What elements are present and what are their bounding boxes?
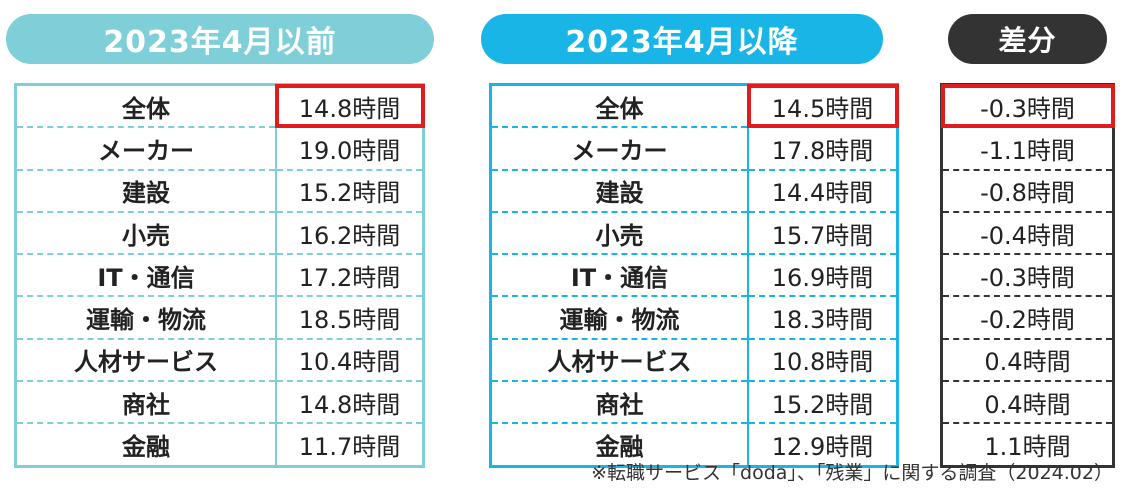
diff-row: -0.3時間 <box>941 254 1114 298</box>
diff-value-cell: -0.2時間 <box>941 296 1114 340</box>
diff-row: -1.1時間 <box>941 127 1114 171</box>
source-footnote: ※転職サービス「doda」、「残業」に関する調査（2024.02） <box>591 462 1113 484</box>
before-category-cell: 建設 <box>15 169 277 213</box>
after-category-cell: 全体 <box>490 84 749 129</box>
before-row: 建設 15.2時間 <box>15 169 424 213</box>
after-category-cell: 商社 <box>490 381 749 425</box>
before-value-cell: 14.8時間 <box>275 83 425 129</box>
before-row: メーカー 19.0時間 <box>15 127 424 171</box>
before-value-cell: 14.8時間 <box>276 381 424 425</box>
before-category-cell: 商社 <box>15 381 277 425</box>
after-value-cell: 14.4時間 <box>748 169 898 213</box>
before-value-cell: 11.7時間 <box>298 433 401 462</box>
after-category-cell: 人材サービス <box>490 338 749 383</box>
after-value-cell: 17.8時間 <box>748 127 898 171</box>
after-category-cell: メーカー <box>490 127 749 171</box>
before-category-cell: 金融 <box>15 423 277 467</box>
after-category-cell: 小売 <box>490 211 749 256</box>
after-row: 小売 15.7時間 <box>490 211 898 256</box>
before-value-cell: 19.0時間 <box>276 127 424 171</box>
after-value-cell: 18.3時間 <box>748 296 898 340</box>
after-row: メーカー 17.8時間 <box>490 127 898 171</box>
diff-row: 0.4時間 <box>941 381 1114 425</box>
diff-value-cell: 1.1時間 <box>984 433 1071 462</box>
before-value-cell: 16.2時間 <box>276 211 424 256</box>
diff-row: 1.1時間 <box>942 423 1114 466</box>
before-value-cell: 18.5時間 <box>276 296 424 340</box>
before-value-cell: 17.2時間 <box>276 254 424 298</box>
before-category-cell: 人材サービス <box>15 338 277 383</box>
after-row: 金融 12.9時間 <box>490 423 898 467</box>
diff-value-cell: -0.3時間 <box>940 83 1115 129</box>
before-row: 運輸・物流 18.5時間 <box>15 296 424 340</box>
diff-row: -0.3時間 <box>940 83 1115 129</box>
after-category-cell: 運輸・物流 <box>490 296 749 340</box>
after-row: 人材サービス 10.8時間 <box>490 338 898 383</box>
diff-value-cell: 0.4時間 <box>941 381 1114 425</box>
diff-value-cell: 0.4時間 <box>941 338 1114 383</box>
diff-row: -0.8時間 <box>941 169 1114 213</box>
after-value-cell: 14.5時間 <box>747 83 899 129</box>
before-value-cell: 15.2時間 <box>276 169 424 213</box>
header-after-april-2023: 2023年4月以降 <box>481 14 883 64</box>
diff-value-cell: -0.8時間 <box>941 169 1114 213</box>
before-row: IT・通信 17.2時間 <box>15 254 424 298</box>
before-row: 商社 14.8時間 <box>15 381 424 425</box>
diff-value-cell: -1.1時間 <box>941 127 1114 171</box>
after-row: 建設 14.4時間 <box>490 169 898 213</box>
table-before: 全体 14.8時間 メーカー 19.0時間 建設 15.2時間 小売 16.2時間 IT・通信 1… <box>14 83 425 468</box>
after-value-cell: 16.9時間 <box>748 254 898 298</box>
before-category-cell: 全体 <box>15 84 277 129</box>
after-category-cell: IT・通信 <box>490 254 749 298</box>
diff-value-cell: -0.4時間 <box>941 211 1114 256</box>
before-row: 全体 14.8時間 <box>15 83 425 129</box>
before-category-cell: メーカー <box>15 127 277 171</box>
before-category-cell: 小売 <box>15 211 277 256</box>
diff-row: -0.2時間 <box>941 296 1114 340</box>
after-category-cell: 建設 <box>490 169 749 213</box>
before-category-cell: IT・通信 <box>15 254 277 298</box>
before-row: 小売 16.2時間 <box>15 211 424 256</box>
header-difference: 差分 <box>948 14 1107 64</box>
before-row: 金融 11.7時間 <box>15 423 424 467</box>
table-difference: -0.3時間 -1.1時間 -0.8時間 -0.4時間 -0.3時間 -0.2時間 0.4時… <box>940 83 1115 468</box>
after-row: 商社 15.2時間 <box>490 381 898 425</box>
after-value-cell: 12.9時間 <box>771 433 874 462</box>
before-category-cell: 運輸・物流 <box>15 296 277 340</box>
diff-row: -0.4時間 <box>941 211 1114 256</box>
after-value-cell: 15.2時間 <box>748 381 898 425</box>
diff-value-cell: -0.3時間 <box>941 254 1114 298</box>
after-row: 運輸・物流 18.3時間 <box>490 296 898 340</box>
before-value-cell: 10.4時間 <box>276 338 424 383</box>
header-before-april-2023: 2023年4月以前 <box>6 14 434 64</box>
after-category-cell: 金融 <box>490 423 749 467</box>
diff-row: 0.4時間 <box>941 338 1114 383</box>
after-value-cell: 10.8時間 <box>748 338 898 383</box>
after-value-cell: 15.7時間 <box>748 211 898 256</box>
after-row: 全体 14.5時間 <box>490 83 899 129</box>
before-row: 人材サービス 10.4時間 <box>15 338 424 383</box>
table-after: 全体 14.5時間 メーカー 17.8時間 建設 14.4時間 小売 15.7時間 IT・通信 1… <box>489 83 899 468</box>
after-row: IT・通信 16.9時間 <box>490 254 898 298</box>
